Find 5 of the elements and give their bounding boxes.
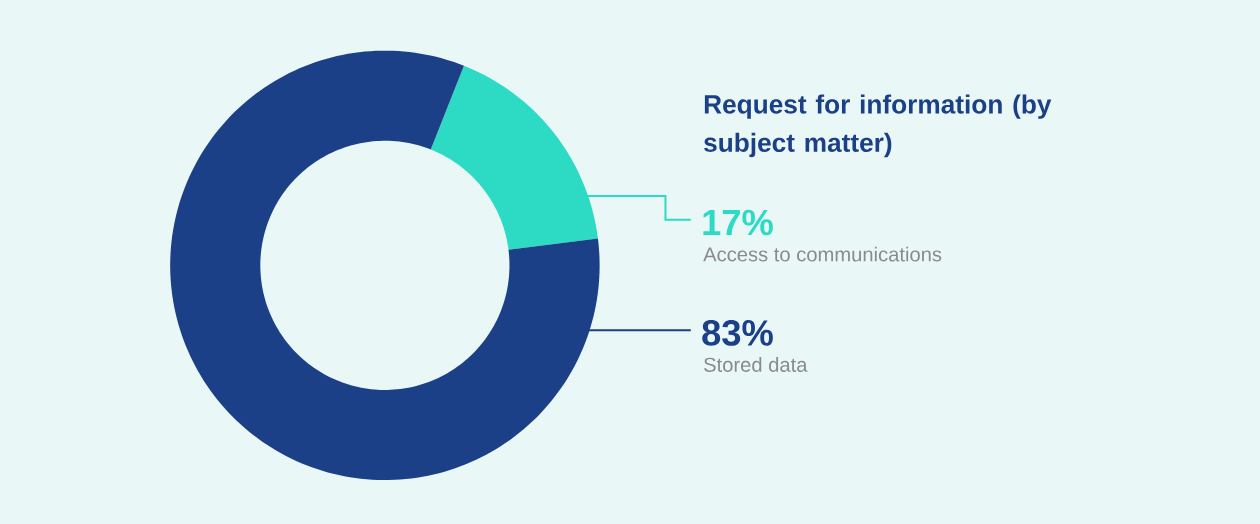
slice-label: Access to communications: [703, 246, 942, 262]
data-label: 17%: [703, 209, 773, 236]
slice-label: Stored data: [704, 357, 808, 373]
data-label: 83%: [702, 320, 773, 346]
text: Request for information (by subject matter): [704, 94, 1052, 158]
